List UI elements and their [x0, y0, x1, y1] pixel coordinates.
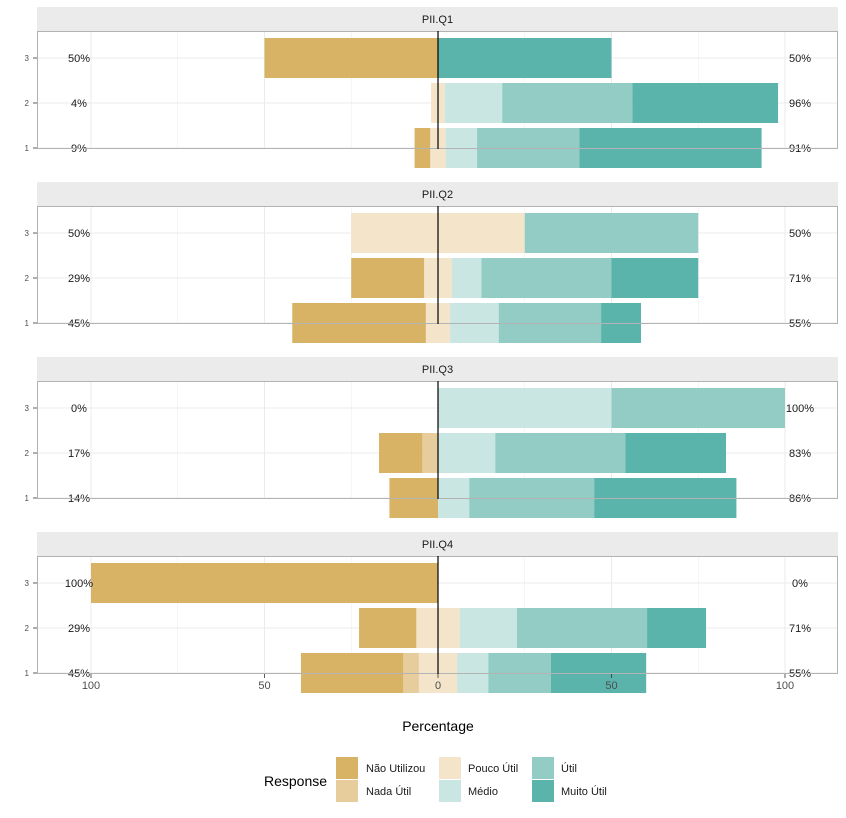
bar-muito-util [647, 608, 707, 648]
x-tick-label: 50 [258, 680, 270, 692]
row-3: 0% 100% 3 [25, 388, 814, 428]
left-percent-label: 50% [68, 53, 90, 65]
left-percent-label: 0% [71, 403, 87, 415]
row-2: 29% 71% 2 [25, 258, 811, 298]
row-2: 17% 83% 2 [25, 433, 811, 473]
panel-pii-q3: PII.Q30% 100%317% 83%214% 86%1 [25, 357, 838, 518]
legend-label: Útil [561, 762, 577, 775]
legend-label: Nada Útil [366, 785, 411, 798]
left-percent-label: 100% [65, 578, 93, 590]
legend-item-nao-utilizou: Não Utilizou [336, 757, 425, 779]
x-axis: 100 50 0 50 100 [82, 674, 794, 692]
legend-key [439, 780, 461, 802]
left-percent-label: 29% [68, 623, 90, 635]
panel-strip [37, 532, 838, 556]
bar-nada-util [422, 433, 438, 473]
bar-util [502, 83, 633, 123]
right-percent-label: 0% [792, 578, 808, 590]
left-percent-label: 50% [68, 228, 90, 240]
bar-muito-util [611, 258, 699, 298]
y-tick-label: 2 [25, 274, 30, 283]
legend-item-util: Útil [532, 757, 577, 779]
left-percent-label: 17% [68, 448, 90, 460]
x-tick-label: 100 [82, 680, 100, 692]
bar-util [524, 213, 699, 253]
y-tick-label: 1 [25, 669, 30, 678]
y-tick-label: 1 [25, 319, 30, 328]
y-tick-label: 1 [25, 144, 30, 153]
panel-strip [37, 357, 838, 381]
bar-medio [438, 388, 612, 428]
bar-util [495, 433, 626, 473]
panel-title: PII.Q3 [422, 364, 453, 376]
left-percent-label: 29% [68, 273, 90, 285]
right-percent-label: 83% [789, 448, 811, 460]
y-tick-label: 3 [25, 579, 30, 588]
x-tick-label: 0 [435, 680, 441, 692]
right-percent-label: 71% [789, 623, 811, 635]
panel-strip [37, 182, 838, 206]
y-tick-label: 3 [25, 229, 30, 238]
left-percent-label: 4% [71, 98, 87, 110]
legend: Response Não Utilizou Nada Útil Pouco Útil… [264, 757, 607, 802]
legend-label: Pouco Útil [468, 762, 518, 775]
legend-label: Não Utilizou [366, 763, 425, 775]
y-tick-label: 3 [25, 404, 30, 413]
bar-util [611, 388, 785, 428]
bar-medio [438, 433, 496, 473]
right-percent-label: 96% [789, 98, 811, 110]
legend-item-medio: Médio [439, 780, 498, 802]
legend-key [336, 780, 358, 802]
legend-key [532, 757, 554, 779]
legend-key [336, 757, 358, 779]
y-tick-label: 3 [25, 54, 30, 63]
bar-muito-util [438, 38, 612, 78]
row-3: 100% 0% 3 [25, 563, 808, 603]
x-axis-title: Percentage [402, 718, 474, 734]
bar-util [481, 258, 612, 298]
y-tick-label: 2 [25, 449, 30, 458]
panel-title: PII.Q1 [422, 14, 453, 26]
right-percent-label: 71% [789, 273, 811, 285]
bar-medio [459, 608, 517, 648]
legend-label: Médio [468, 786, 498, 798]
legend-item-nada-util: Nada Útil [336, 780, 411, 802]
right-percent-label: 50% [789, 53, 811, 65]
bar-medio [444, 83, 503, 123]
bar-medio [451, 258, 482, 298]
bar-nao-utilizou [351, 258, 425, 298]
x-tick-label: 100 [776, 680, 794, 692]
legend-key [532, 780, 554, 802]
bar-nao-utilizou [91, 563, 438, 603]
bar-nao-utilizou [359, 608, 417, 648]
bar-muito-util [625, 433, 727, 473]
bar-muito-util [632, 83, 779, 123]
bar-util [516, 608, 648, 648]
y-tick-label: 2 [25, 99, 30, 108]
right-percent-label: 100% [786, 403, 814, 415]
x-tick-label: 50 [605, 680, 617, 692]
y-tick-label: 2 [25, 624, 30, 633]
legend-label: Muito Útil [561, 785, 607, 798]
row-3: 50% 50% 3 [25, 38, 811, 78]
bar-nao-utilizou [379, 433, 423, 473]
y-tick-label: 1 [25, 494, 30, 503]
right-percent-label: 50% [789, 228, 811, 240]
panel-title: PII.Q4 [422, 539, 453, 551]
panel-title: PII.Q2 [422, 189, 453, 201]
legend-key [439, 757, 461, 779]
bar-nao-utilizou [264, 38, 438, 78]
legend-item-pouco-util: Pouco Útil [439, 757, 518, 779]
panel-strip [37, 7, 838, 31]
legend-title: Response [264, 773, 327, 789]
legend-item-muito-util: Muito Útil [532, 780, 607, 802]
